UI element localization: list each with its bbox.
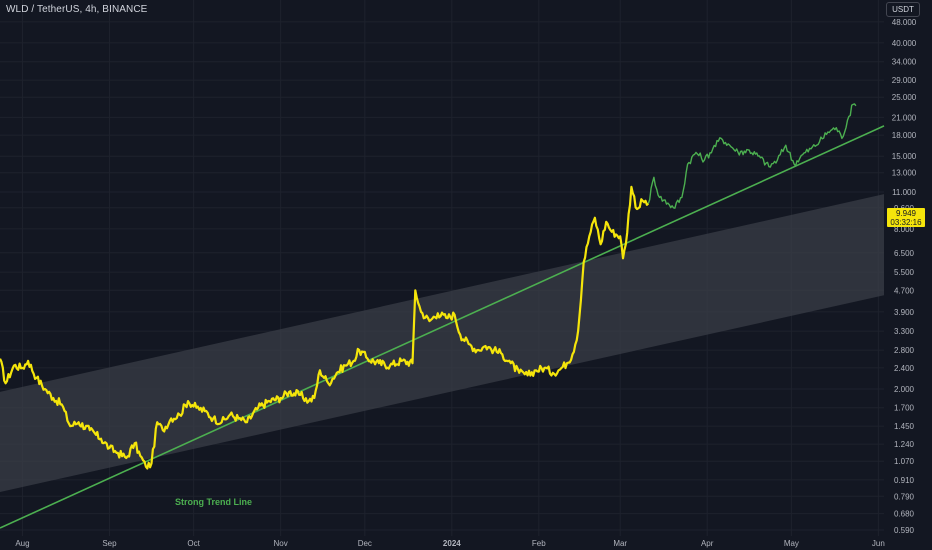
y-tick-label: 21.000 [892,113,917,122]
x-tick-label: Mar [613,539,627,548]
projection-series-line [647,103,857,209]
x-tick-label: Oct [187,539,200,548]
y-tick-label: 2.800 [894,346,915,355]
x-tick-label: Aug [15,539,29,548]
trend-line-annotation: Strong Trend Line [175,497,253,507]
bar-countdown: 03:32:16 [890,218,922,227]
y-tick-label: 3.300 [894,327,915,336]
y-tick-label: 2.400 [894,364,915,373]
y-tick-label: 3.900 [894,308,915,317]
y-tick-label: 4.700 [894,286,915,295]
y-tick-label: 13.000 [892,169,917,178]
y-tick-label: 0.910 [894,476,915,485]
x-tick-label: Sep [102,539,117,548]
x-tick-label: Nov [274,539,288,548]
x-tick-label: May [784,539,799,548]
y-tick-label: 40.000 [892,39,917,48]
y-tick-label: 6.500 [894,249,915,258]
channel-band [0,194,884,492]
y-tick-label: 15.000 [892,152,917,161]
y-tick-label: 8.000 [894,225,915,234]
y-tick-label: 29.000 [892,76,917,85]
last-price-value: 9.949 [895,209,917,218]
y-tick-label: 11.000 [892,188,916,197]
last-price-tag: 9.949 03:32:16 [887,208,925,227]
x-tick-label: Feb [532,539,546,548]
x-tick-label: 2024 [443,539,461,548]
price-series-line [0,185,650,470]
y-tick-label: 48.000 [892,18,917,27]
symbol-title[interactable]: WLD / TetherUS, 4h, BINANCE [6,4,148,15]
x-tick-label: Dec [358,539,372,548]
y-tick-label: 5.500 [894,268,915,277]
y-tick-label: 0.680 [894,510,915,519]
x-tick-label: Apr [701,539,714,548]
y-tick-label: 2.000 [894,385,915,394]
y-tick-label: 0.790 [894,492,915,501]
y-tick-label: 18.000 [892,131,917,140]
y-tick-label: 25.000 [892,93,917,102]
y-tick-label: 1.450 [894,422,915,431]
trend-line [0,125,885,529]
y-tick-label: 1.070 [894,457,915,466]
unit-badge[interactable]: USDT [886,2,920,17]
x-tick-label: Jun [872,539,885,548]
y-tick-label: 34.000 [892,58,917,67]
y-tick-label: 1.240 [894,440,915,449]
y-tick-label: 0.590 [894,526,915,535]
y-tick-label: 1.700 [894,404,915,413]
